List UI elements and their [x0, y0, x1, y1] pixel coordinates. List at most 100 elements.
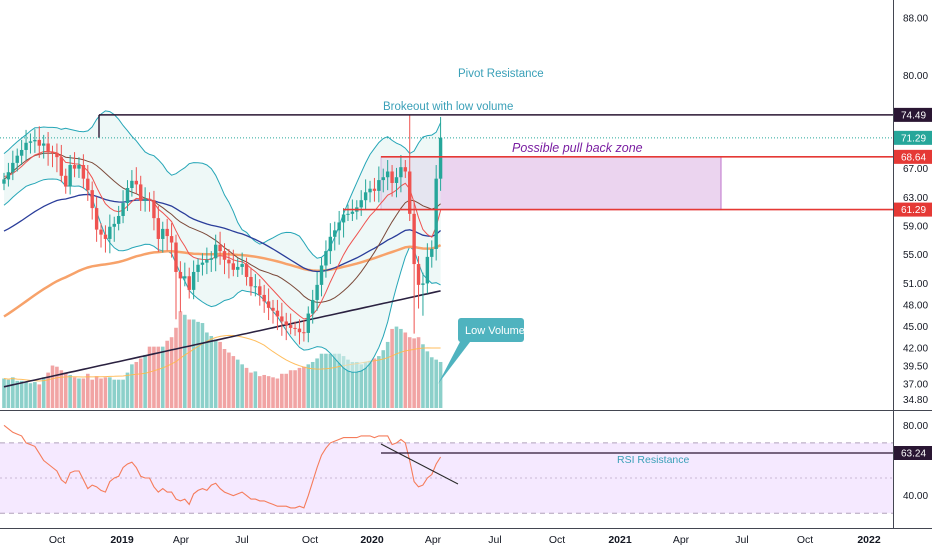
- candle-body: [306, 313, 310, 333]
- price-tick-label: 51.00: [903, 279, 928, 290]
- volume-bar: [81, 378, 86, 408]
- volume-bar: [178, 311, 183, 408]
- candle-body: [15, 155, 19, 163]
- low-volume-callout-pointer: [438, 338, 470, 384]
- time-tick-label: Oct: [302, 534, 318, 546]
- candle-body: [209, 258, 213, 260]
- candle-body: [430, 248, 434, 257]
- candle-body: [350, 211, 355, 214]
- volume-bar: [359, 364, 364, 408]
- candle-body: [271, 307, 275, 311]
- candle-body: [412, 213, 416, 265]
- candle-body: [244, 264, 249, 277]
- candle-body: [165, 228, 169, 237]
- volume-bar: [121, 379, 125, 408]
- volume-bar: [160, 346, 165, 408]
- volume-bar: [59, 370, 64, 408]
- ma-100-line: [3, 243, 442, 318]
- volume-bar: [381, 350, 386, 408]
- volume-bar: [315, 358, 319, 408]
- price-tick-label: 63.00: [903, 193, 928, 204]
- volume-bar: [425, 351, 430, 408]
- candle-body: [372, 188, 377, 191]
- volume-bar: [421, 344, 425, 408]
- bollinger-lower: [3, 178, 441, 373]
- volume-bars: [2, 311, 443, 408]
- candle-body: [231, 263, 236, 270]
- candle-body: [408, 171, 412, 214]
- volume-bar: [116, 379, 121, 408]
- candle-body: [236, 266, 240, 270]
- axes: 88.00 80.00 67.00 63.00 59.00 55.00 51.00 48.00…: [49, 13, 932, 546]
- candle-body: [196, 264, 200, 272]
- volume-bar: [174, 327, 178, 408]
- volume-bar: [143, 354, 147, 408]
- bollinger-upper: [3, 110, 442, 259]
- pivot-resistance-label: Pivot Resistance: [458, 68, 544, 80]
- volume-bar: [227, 352, 231, 408]
- volume-bar: [196, 321, 200, 408]
- rsi-resistance-label: RSI Resistance: [617, 454, 690, 466]
- volume-bar: [156, 346, 161, 408]
- ma-20-line: [3, 152, 441, 303]
- candle-body: [394, 177, 399, 183]
- volume-bar: [372, 358, 377, 408]
- volume-bar: [19, 380, 24, 408]
- volume-bar: [72, 377, 77, 408]
- price-tick-label: 39.50: [903, 361, 928, 372]
- candle-body: [68, 165, 72, 187]
- volume-bar: [28, 383, 33, 408]
- candle-body: [218, 244, 222, 252]
- candle-body: [19, 149, 24, 156]
- moving-averages: [3, 150, 442, 388]
- time-tick-label: 2021: [608, 534, 632, 546]
- volume-bar: [337, 353, 341, 408]
- candle-body: [416, 264, 421, 285]
- candle-body: [240, 264, 244, 267]
- volume-bar: [416, 337, 421, 408]
- time-tick-label: Oct: [49, 534, 65, 546]
- candle-body: [227, 259, 231, 264]
- annotations: Pivot Resistance Brokeout with low volume…: [383, 68, 690, 466]
- low-volume-callout-box: [458, 318, 524, 342]
- candle-body: [381, 177, 385, 181]
- candle-body: [222, 251, 227, 260]
- volume-bar: [152, 346, 156, 408]
- candle-body: [262, 294, 266, 302]
- volume-bar: [412, 338, 416, 408]
- candle-body: [64, 175, 68, 187]
- candle-body: [328, 236, 333, 252]
- volume-bar: [205, 332, 209, 408]
- candle-body: [191, 271, 196, 290]
- volume-bar: [37, 384, 42, 408]
- volume-bar: [50, 365, 55, 408]
- price-label-badge: [894, 107, 932, 122]
- volume-bar: [249, 372, 253, 408]
- time-tick-label: 2019: [110, 534, 134, 546]
- volume-bar: [218, 341, 222, 408]
- candle-body: [280, 316, 284, 322]
- volume-bar: [262, 374, 266, 408]
- candle-body: [94, 208, 99, 230]
- candle-body: [2, 179, 6, 184]
- volume-bar: [332, 353, 337, 408]
- volume-bar: [200, 323, 205, 408]
- time-tick-label: Apr: [173, 534, 190, 546]
- volume-bar: [244, 367, 249, 408]
- volume-bar: [253, 371, 258, 408]
- candle-body: [377, 180, 381, 191]
- volume-bar: [363, 361, 368, 408]
- volume-bar: [235, 359, 240, 408]
- volume-bar: [310, 361, 315, 408]
- volume-bar: [368, 360, 372, 408]
- bollinger-bands: [3, 110, 442, 373]
- rsi-tick-label: 40.00: [903, 491, 928, 502]
- volume-bar: [385, 341, 390, 408]
- candle-body: [363, 192, 368, 201]
- price-label-text: 74.49: [901, 110, 926, 121]
- candle-body: [134, 180, 138, 185]
- candle-body: [213, 244, 218, 259]
- volume-bar: [377, 356, 381, 408]
- candle-body: [253, 286, 258, 288]
- volume-bar: [297, 367, 302, 408]
